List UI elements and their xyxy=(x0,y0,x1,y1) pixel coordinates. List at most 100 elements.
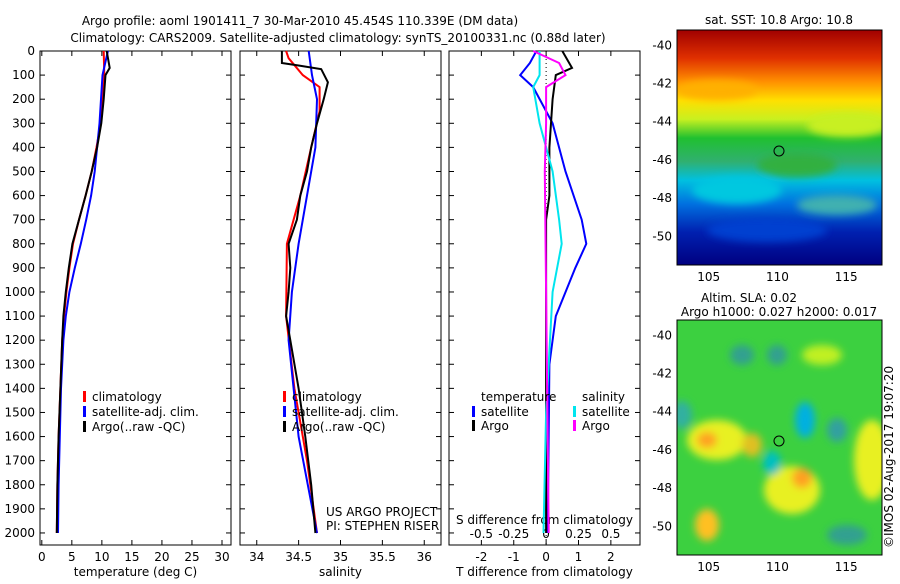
legend-swatch xyxy=(83,421,86,432)
lon-tick-label: 105 xyxy=(697,560,720,574)
copyright: ©IMOS 02-Aug-2017 19:07:20 xyxy=(882,366,896,548)
y-tick-label: 1200 xyxy=(4,333,35,347)
s-diff-tick-label: 0.25 xyxy=(565,527,592,541)
lat-tick-label: -44 xyxy=(652,115,672,129)
x-axis-label: salinity xyxy=(319,565,362,579)
plot-frame xyxy=(448,50,641,546)
series-argo-raw-qc- xyxy=(280,51,329,534)
legend-swatch xyxy=(573,406,576,417)
legend-label: Argo xyxy=(582,419,610,433)
x-tick-label: -1 xyxy=(508,550,520,564)
lon-tick-label: 115 xyxy=(835,270,858,284)
legend-label: Argo(..raw -QC) xyxy=(292,420,385,434)
y-tick-label: 400 xyxy=(12,140,35,154)
y-tick-label: 500 xyxy=(12,164,35,178)
y-tick-label: 800 xyxy=(12,237,35,251)
y-tick-label: 0 xyxy=(27,44,35,58)
y-tick-label: 100 xyxy=(12,68,35,82)
lat-tick-label: -42 xyxy=(652,76,672,90)
legend-swatch xyxy=(472,406,475,417)
sst-map-title: sat. SST: 10.8 Argo: 10.8 xyxy=(705,13,853,27)
lon-tick-label: 110 xyxy=(766,560,789,574)
legend-swatch xyxy=(283,391,286,402)
s-diff-tick-label: -0.5 xyxy=(470,527,493,541)
x-tick-label: 10 xyxy=(94,550,109,564)
x-tick-label: 0 xyxy=(38,550,46,564)
sla-map: Altim. SLA: 0.02 Argo h1000: 0.027 h2000… xyxy=(676,291,883,556)
x-tick-label: 35 xyxy=(333,550,348,564)
project-line-2: PI: STEPHEN RISER xyxy=(326,519,439,533)
lon-tick-label: 105 xyxy=(697,270,720,284)
profile-panel-2: 34 34.5 35 35.5 36 salinity climatologysatelli… xyxy=(239,50,442,579)
x-tick-label: 35.5 xyxy=(369,550,396,564)
x-tick-label: 36 xyxy=(417,550,432,564)
sla-map-title-1: Altim. SLA: 0.02 xyxy=(701,291,797,305)
y-tick-label: 200 xyxy=(12,92,35,106)
y-tick-label: 700 xyxy=(12,213,35,227)
profile-panel-1: 0100200300400500600700800900100011001200… xyxy=(4,44,232,579)
x-tick-label: 2 xyxy=(607,550,615,564)
series-salinity-argo xyxy=(532,50,567,534)
title-line-1: Argo profile: aoml 1901411_7 30-Mar-2010… xyxy=(82,14,518,28)
x-tick-label: 34.5 xyxy=(285,550,312,564)
legend-swatch xyxy=(573,420,576,431)
lat-tick-label: -50 xyxy=(652,519,672,533)
legend-swatch xyxy=(83,391,86,402)
series-climatology xyxy=(55,50,106,534)
x-tick-label: 25 xyxy=(184,550,199,564)
y-tick-label: 1800 xyxy=(4,478,35,492)
lat-tick-label: -48 xyxy=(652,481,672,495)
x-axis-label: T difference from climatology xyxy=(455,565,633,579)
argo-location-marker xyxy=(773,435,785,447)
lat-tick-label: -40 xyxy=(652,38,672,52)
series-climatology xyxy=(285,50,321,534)
y-tick-label: 900 xyxy=(12,261,35,275)
legend-swatch xyxy=(472,420,475,431)
y-tick-label: 300 xyxy=(12,116,35,130)
series-salinity-satellite xyxy=(532,51,563,534)
x-tick-label: 5 xyxy=(68,550,76,564)
x-tick-label: -2 xyxy=(475,550,487,564)
legend-swatch xyxy=(283,421,286,432)
x-axis-label: temperature (deg C) xyxy=(74,565,197,579)
lat-tick-label: -48 xyxy=(652,191,672,205)
y-tick-label: 2000 xyxy=(4,526,35,540)
legend-label: climatology xyxy=(292,390,362,404)
y-tick-label: 1400 xyxy=(4,381,35,395)
legend-label: Argo(..raw -QC) xyxy=(92,420,185,434)
y-tick-label: 1900 xyxy=(4,502,35,516)
sla-map-title-2: Argo h1000: 0.027 h2000: 0.017 xyxy=(681,305,877,319)
legend-label: satellite xyxy=(481,405,529,419)
y-tick-label: 1500 xyxy=(4,405,35,419)
series-temperature-argo xyxy=(545,50,574,533)
lat-tick-label: -46 xyxy=(652,443,672,457)
sst-map: sat. SST: 10.8 Argo: 10.8 xyxy=(676,13,883,266)
legend-header-temperature: temperature xyxy=(481,390,556,404)
x-tick-label: 15 xyxy=(124,550,139,564)
x-tick-label: 1 xyxy=(575,550,583,564)
s-diff-tick-label: -0.25 xyxy=(498,527,529,541)
lat-tick-label: -40 xyxy=(652,328,672,342)
legend-label: satellite-adj. clim. xyxy=(292,405,399,419)
s-diff-tick-label: 0 xyxy=(542,527,550,541)
project-line-1: US ARGO PROJECT xyxy=(326,505,438,519)
y-tick-label: 1100 xyxy=(4,309,35,323)
title-line-2: Climatology: CARS2009. Satellite-adjuste… xyxy=(70,31,605,45)
argo-location-marker xyxy=(773,145,785,157)
legend-label: satellite xyxy=(582,405,630,419)
lat-tick-label: -46 xyxy=(652,153,672,167)
plot-frame xyxy=(239,50,442,546)
lat-tick-label: -42 xyxy=(652,366,672,380)
map-axes-4: -40 -42 -44 -46 -48 -50 105 110 115 xyxy=(652,328,857,574)
profile-panel-3: -2 -1 0 1 2T difference from climatology -0.5… xyxy=(448,50,641,579)
series-temperature-satellite xyxy=(518,50,588,534)
lon-tick-label: 115 xyxy=(835,560,858,574)
x-tick-label: 34 xyxy=(249,550,264,564)
s-diff-tick-label: 0.5 xyxy=(601,527,620,541)
legend-label: satellite-adj. clim. xyxy=(92,405,199,419)
lon-tick-label: 110 xyxy=(766,270,789,284)
legend-label: climatology xyxy=(92,390,162,404)
series-argo-raw-qc- xyxy=(55,50,111,534)
legend-header-salinity: salinity xyxy=(582,390,625,404)
